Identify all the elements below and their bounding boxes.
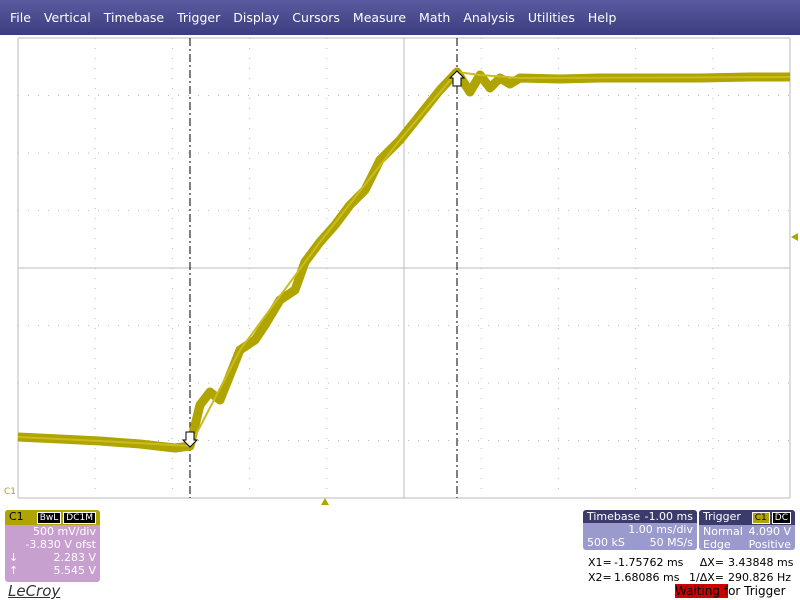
menu-item[interactable]: Help [587,10,617,25]
vertical-offset: -3.830 V ofst [25,538,96,551]
x2-label: X2= [588,571,612,584]
trigger-channel: C1 [751,512,770,524]
cursor1-voltage: 2.283 V [53,551,96,564]
acquisition-status: Waiting for Trigger [675,584,786,598]
cursor-x2-marker [448,70,466,87]
trigger-position-marker [321,498,329,505]
channel-header: C1 BwL DC1M [5,510,100,525]
trigger-slope: Positive [748,538,791,550]
menu-item[interactable]: Math [419,10,451,25]
trigger-level: 4.090 V [748,525,791,538]
coupling-badge: DC1M [63,512,96,524]
trigger-panel: Trigger C1 DC Normal 4.090 V Edge Positive [699,510,795,550]
menu-item[interactable]: Analysis [463,10,515,25]
menu-item[interactable]: Display [233,10,280,25]
channel-panel: C1 BwL DC1M 500 mV/div -3.830 V ofst ↓ 2.2… [5,510,100,582]
dx-value: 3.43848 ms [728,556,794,569]
menu-item[interactable]: File [10,10,31,25]
menu-item[interactable]: Timebase [103,10,165,25]
trigger-coupling: DC [771,512,791,524]
trigger-level-marker [791,233,798,241]
channel-label: C1 [9,510,24,523]
trigger-type: Edge [703,538,731,550]
inverse-dx-value: 290.826 Hz [728,571,792,584]
menu-item[interactable]: Utilities [527,10,575,25]
trigger-title: Trigger [703,510,741,523]
menu-bar: File Vertical Timebase Trigger Display Cursor… [0,0,800,35]
timebase-panel: Timebase -1.00 ms 1.00 ms/div 500 kS 50 MS… [583,510,697,550]
trace-highlight [17,70,791,448]
waveform-display: C1 [4,37,798,505]
dx-label: ΔX= [699,556,724,569]
brand-logo: LeCroy [8,582,61,600]
timebase-scale: 1.00 ms/div [628,523,693,536]
menu-item[interactable]: Trigger [177,10,221,25]
sample-rate: 50 MS/s [649,536,693,549]
menu-item[interactable]: Vertical [43,10,91,25]
trace-label: C1 [4,487,16,497]
timebase-title: Timebase [587,510,641,523]
vertical-scale: 500 mV/div [33,525,96,538]
x2-value: 1.68086 ms [614,571,680,584]
cursor-readout: X1= -1.75762 ms ΔX= 3.43848 ms X2= 1.68086 … [588,555,795,585]
trigger-mode: Normal [703,525,743,538]
x1-value: -1.75762 ms [614,556,684,569]
sample-count: 500 kS [587,536,625,549]
bandwidth-badge: BwL [36,512,62,524]
menu-item[interactable]: Measure [352,10,407,25]
menu-item[interactable]: Cursors [292,10,340,25]
cursor-x1-marker [181,431,199,448]
inverse-dx-label: 1/ΔX= [689,571,724,584]
timebase-delay: -1.00 ms [644,510,693,523]
x1-label: X1= [588,556,612,569]
cursor2-voltage: 5.545 V [53,564,96,577]
